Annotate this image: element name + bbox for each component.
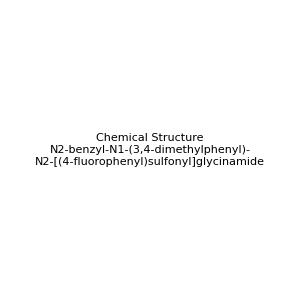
Text: Chemical Structure
N2-benzyl-N1-(3,4-dimethylphenyl)-
N2-[(4-fluorophenyl)sulfon: Chemical Structure N2-benzyl-N1-(3,4-dim… [35,134,265,166]
